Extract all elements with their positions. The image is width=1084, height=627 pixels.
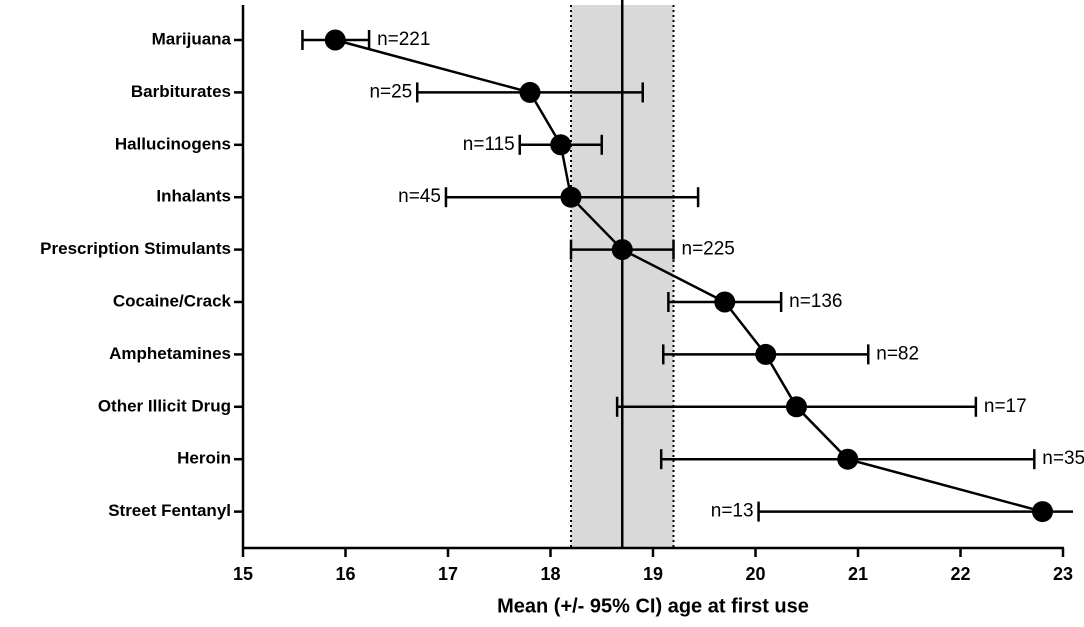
mean-dot	[611, 239, 633, 261]
mean-dot	[786, 396, 807, 418]
x-tick-label: 21	[848, 564, 868, 584]
y-tick-label: Prescription Stimulants	[40, 239, 231, 258]
y-tick-label: Inhalants	[156, 187, 231, 206]
x-axis-title: Mean (+/- 95% CI) age at first use	[497, 595, 809, 617]
y-tick-label: Barbiturates	[131, 82, 231, 101]
mean-dot	[1032, 501, 1053, 523]
plot-area	[301, 0, 1073, 548]
n-label: n=35	[1042, 448, 1084, 469]
x-tick-label: 22	[950, 564, 970, 584]
n-label: n=115	[463, 134, 515, 155]
x-tick-label: 20	[745, 564, 765, 584]
mean-line	[334, 38, 1043, 513]
y-tick-label: Hallucinogens	[115, 134, 231, 153]
n-label: n=225	[682, 239, 735, 260]
n-label: n=45	[398, 186, 441, 207]
y-tick-label: Cocaine/Crack	[113, 291, 232, 310]
n-label: n=136	[789, 291, 842, 312]
y-tick-label: Amphetamines	[109, 344, 231, 363]
n-label: n=13	[711, 501, 754, 522]
x-tick-label: 16	[335, 564, 355, 584]
x-tick-label: 19	[643, 564, 663, 584]
x-tick-label: 17	[438, 564, 458, 584]
mean-dot	[324, 29, 346, 51]
x-tick-label: 15	[233, 564, 253, 584]
mean-dot	[755, 343, 777, 365]
mean-dot	[714, 291, 736, 313]
y-tick-label: Street Fentanyl	[108, 501, 231, 520]
mean-dot	[550, 134, 572, 156]
x-tick-label: 23	[1053, 564, 1073, 584]
mean-dot	[560, 186, 582, 208]
y-tick-label: Other Illicit Drug	[98, 396, 231, 415]
n-label: n=221	[377, 29, 430, 50]
n-label: n=17	[984, 396, 1027, 417]
mean-dot	[519, 81, 541, 103]
n-label: n=25	[369, 81, 412, 102]
y-tick-label: Heroin	[177, 449, 231, 468]
mean-dot	[837, 448, 859, 470]
y-tick-label: Marijuana	[152, 29, 232, 48]
n-label: n=82	[876, 343, 919, 364]
x-tick-label: 18	[540, 564, 560, 584]
